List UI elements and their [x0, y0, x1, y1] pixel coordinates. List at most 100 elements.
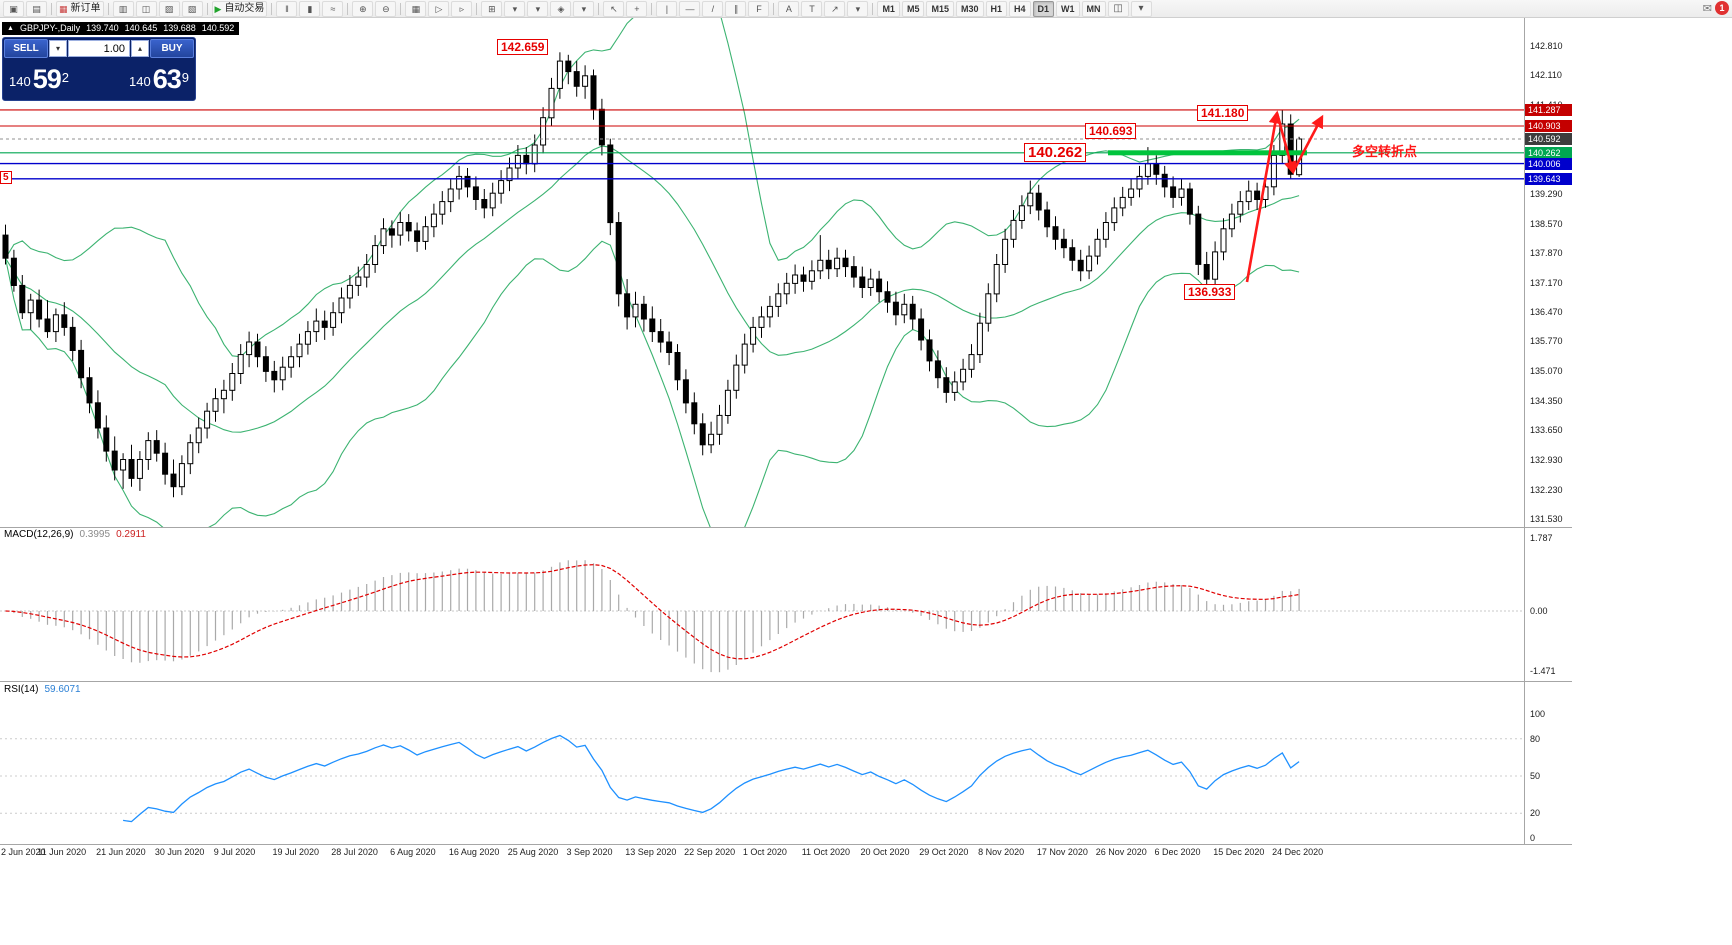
price-chart[interactable]: [0, 18, 1524, 844]
trendline-icon-glyph: /: [711, 3, 715, 14]
chart-profiles-icon[interactable]: ▤: [26, 0, 47, 17]
new-order-button[interactable]: ▦ 新订单: [56, 0, 104, 17]
text-icon[interactable]: A: [778, 0, 800, 17]
data-window-icon[interactable]: ◫: [135, 0, 157, 17]
turning-point-note: 多空转折点: [1352, 144, 1418, 159]
chart-shift-icon[interactable]: ▹: [451, 0, 473, 17]
vertical-line-icon[interactable]: |: [656, 0, 678, 17]
zoom-in-icon[interactable]: ⊕: [352, 0, 374, 17]
window-layout-icon[interactable]: ◫: [1107, 0, 1129, 17]
autotrading-button-glyph: ▶: [214, 3, 222, 14]
macd-pane: [0, 560, 1524, 673]
buy-button[interactable]: BUY: [150, 39, 194, 58]
trend-arrow-2: [1275, 112, 1297, 175]
tile-windows-icon[interactable]: ▦: [405, 0, 427, 17]
templates-icon[interactable]: ◈: [550, 0, 572, 17]
time-axis-label: 9 Jul 2020: [213, 847, 256, 857]
toolbar-separator: [107, 2, 109, 15]
auto-scroll-icon[interactable]: ▷: [428, 0, 450, 17]
time-axis-label: 3 Sep 2020: [566, 847, 613, 857]
arrows-dropdown-icon[interactable]: ▾: [847, 0, 869, 17]
cursor-icon[interactable]: ↖: [603, 0, 625, 17]
buy-price[interactable]: 140 63 9: [99, 63, 195, 97]
timeframe-m30[interactable]: M30: [955, 0, 984, 17]
sell-price-sup: 2: [61, 69, 69, 85]
price-annotation-141.180: 141.180: [1197, 105, 1249, 121]
time-axis-label: 11 Jun 2020: [37, 847, 87, 857]
label-icon[interactable]: T: [801, 0, 823, 17]
rsi-label: RSI(14) 59.6071: [4, 684, 81, 695]
sell-price[interactable]: 140 59 2: [3, 63, 99, 97]
toolbar-separator: [598, 2, 600, 15]
terminal-icon[interactable]: ▧: [181, 0, 203, 17]
macd-signal-value: 0.2911: [116, 529, 146, 540]
timeframe-m5[interactable]: M5: [901, 0, 925, 17]
current-price-tag: 140.592: [1525, 133, 1572, 145]
price-scale-tick: 135.070: [1530, 365, 1563, 376]
candlestick-chart-icon[interactable]: ▮: [299, 0, 321, 17]
bars-chart-icon[interactable]: ‖: [276, 0, 298, 17]
price-scale-tick: 133.650: [1530, 425, 1563, 436]
price-scale-tick: 134.350: [1530, 395, 1563, 406]
candlestick-chart-icon-glyph: ▮: [307, 3, 313, 14]
timeframe-m15[interactable]: M15: [926, 0, 954, 17]
more-dropdown-icon[interactable]: ▾: [1130, 0, 1152, 17]
price-annotation-142.659: 142.659: [497, 39, 549, 55]
market-watch-icon[interactable]: ▥: [112, 0, 134, 17]
price-scale-tick: 132.230: [1530, 484, 1563, 495]
crosshair-icon[interactable]: +: [626, 0, 648, 17]
timeframe-m1[interactable]: M1: [877, 0, 900, 17]
horizontal-line-icon[interactable]: —: [679, 0, 701, 17]
time-axis-label: 26 Nov 2020: [1095, 847, 1147, 857]
toolbar-separator: [206, 2, 208, 15]
macd-scale-tick: 0.00: [1530, 606, 1548, 616]
chart-shift-icon-glyph: ▹: [459, 3, 465, 14]
bollinger-upper-band: [5, 18, 1300, 358]
pane-separator-macd[interactable]: [0, 527, 1572, 528]
pane-separator-rsi[interactable]: [0, 681, 1572, 682]
sell-button[interactable]: SELL: [4, 39, 48, 58]
periods-dropdown-icon[interactable]: ▾: [527, 0, 549, 17]
chart-title: GBPJPY-,Daily: [19, 23, 81, 33]
channel-icon[interactable]: ∥: [725, 0, 747, 17]
volume-input[interactable]: [68, 40, 130, 57]
vertical-line-icon-glyph: |: [665, 3, 669, 14]
timeframe-h4[interactable]: H4: [1009, 0, 1031, 17]
timeframe-d1[interactable]: D1: [1032, 0, 1055, 17]
rsi-scale-tick: 0: [1530, 833, 1536, 843]
timeframe-mn[interactable]: MN: [1081, 0, 1106, 17]
mail-icon[interactable]: ✉: [1702, 2, 1712, 15]
indicators-dropdown-icon[interactable]: ▾: [504, 0, 526, 17]
new-order-button-glyph: ▦: [59, 3, 68, 14]
price-tag-139.643: 139.643: [1525, 172, 1572, 185]
volume-down-button[interactable]: ▾: [49, 40, 67, 57]
price-tag-140.903: 140.903: [1525, 119, 1572, 132]
new-chart-icon-glyph: ▣: [9, 3, 18, 14]
trendline-icon[interactable]: /: [702, 0, 724, 17]
volume-up-button[interactable]: ▴: [131, 40, 149, 57]
navigator-icon[interactable]: ▨: [158, 0, 180, 17]
line-chart-icon[interactable]: ≈: [322, 0, 344, 17]
timeframe-h1[interactable]: H1: [985, 0, 1008, 17]
bars-chart-icon-glyph: ‖: [285, 3, 289, 14]
rsi-scale-tick: 100: [1530, 709, 1546, 719]
price-annotation-140.693: 140.693: [1085, 123, 1137, 139]
arrows-icon[interactable]: ↗: [824, 0, 846, 17]
timeframe-w1[interactable]: W1: [1056, 0, 1080, 17]
indicators-icon[interactable]: ⊞: [481, 0, 503, 17]
price-scale-tick: 135.770: [1530, 336, 1563, 347]
ohlc-low: 139.688: [163, 23, 196, 33]
price-scale-tick: 138.570: [1530, 218, 1563, 229]
navigator-icon-glyph: ▨: [164, 3, 174, 14]
price-annotation-136.933: 136.933: [1184, 284, 1236, 300]
fibonacci-icon[interactable]: F: [748, 0, 770, 17]
chart-profiles-icon-glyph: ▤: [32, 3, 41, 14]
notification-badge[interactable]: 1: [1715, 1, 1729, 15]
symbol-ohlc-bar: ▲ GBPJPY-,Daily 139.740 140.645 139.688 …: [2, 22, 240, 35]
autotrading-button[interactable]: ▶ 自动交易: [211, 0, 268, 17]
templates-dropdown-icon[interactable]: ▾: [573, 0, 595, 17]
time-axis-label: 15 Dec 2020: [1213, 847, 1265, 857]
new-chart-icon[interactable]: ▣: [3, 0, 24, 17]
zoom-out-icon[interactable]: ⊖: [375, 0, 397, 17]
indicators-dropdown-icon-glyph: ▾: [512, 3, 518, 14]
